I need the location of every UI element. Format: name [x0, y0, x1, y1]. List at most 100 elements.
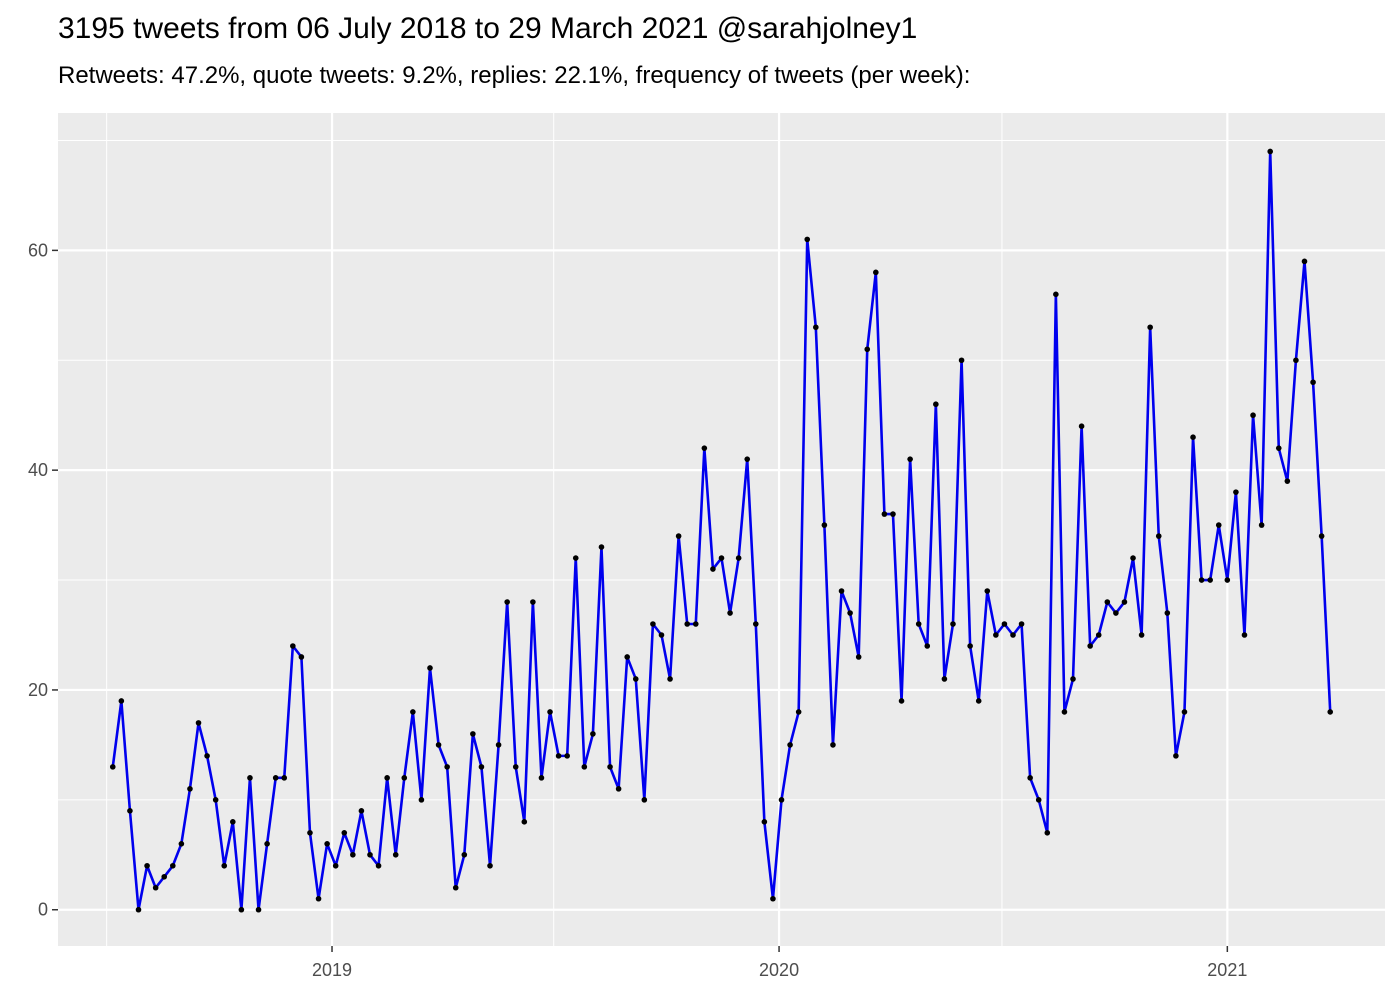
data-point — [470, 731, 476, 737]
data-point — [581, 764, 588, 770]
tweet-frequency-series — [109, 148, 1334, 913]
data-point — [967, 643, 973, 649]
data-point — [212, 797, 219, 803]
data-point — [1293, 357, 1299, 364]
data-point — [230, 819, 236, 825]
data-point — [1061, 709, 1068, 715]
data-point — [915, 621, 922, 627]
data-point — [1275, 445, 1282, 451]
data-point — [247, 775, 253, 781]
data-point — [1181, 709, 1188, 715]
y-tick-label: 40 — [28, 460, 48, 480]
data-point — [281, 775, 288, 781]
data-point — [795, 709, 802, 715]
data-point — [1164, 610, 1171, 616]
data-point — [307, 830, 313, 836]
data-point — [1258, 522, 1265, 528]
y-tick-label: 0 — [38, 900, 48, 920]
data-point — [350, 851, 356, 858]
data-point — [590, 731, 596, 737]
data-point — [1173, 753, 1179, 759]
data-point — [1155, 533, 1162, 539]
data-point — [1001, 621, 1008, 627]
data-point — [1078, 423, 1085, 430]
data-point — [821, 522, 828, 528]
data-point — [187, 786, 193, 792]
data-point — [864, 346, 871, 353]
data-point — [1147, 324, 1153, 331]
data-point — [367, 851, 373, 858]
data-point — [735, 555, 742, 561]
data-point — [624, 654, 630, 660]
data-point — [1087, 643, 1093, 649]
data-point — [958, 357, 965, 364]
data-point — [924, 643, 931, 649]
data-point — [1190, 434, 1196, 440]
major-gridlines — [58, 113, 1385, 946]
data-point — [1095, 632, 1102, 638]
data-point — [761, 819, 768, 825]
data-point — [572, 555, 579, 561]
x-axis: 2019 2020 2021 — [312, 946, 1247, 980]
data-point — [838, 588, 845, 594]
data-point — [170, 862, 176, 869]
data-point — [161, 873, 168, 880]
data-point — [135, 906, 142, 913]
data-point — [530, 599, 536, 605]
data-point — [384, 775, 390, 781]
data-point — [118, 698, 125, 704]
data-point — [787, 742, 793, 748]
data-point — [1241, 632, 1248, 638]
data-point — [461, 851, 468, 858]
x-tick-label: 2021 — [1207, 960, 1247, 980]
data-point — [847, 610, 853, 616]
data-point — [221, 862, 228, 869]
data-point — [478, 764, 485, 770]
data-point — [401, 775, 408, 781]
data-point — [1267, 148, 1273, 155]
data-point — [1070, 676, 1076, 682]
data-point — [418, 797, 425, 803]
data-point — [684, 621, 691, 627]
chart-subtitle: Retweets: 47.2%, quote tweets: 9.2%, rep… — [58, 62, 971, 89]
data-point — [778, 797, 785, 803]
data-point — [984, 588, 991, 594]
minor-gridlines — [58, 113, 1385, 946]
data-point — [1250, 412, 1256, 419]
plot-panel — [58, 113, 1385, 946]
data-point — [127, 808, 133, 814]
data-point — [1284, 478, 1291, 484]
data-point — [667, 676, 673, 682]
data-point — [615, 786, 622, 792]
data-point — [255, 906, 262, 913]
data-point — [452, 884, 459, 891]
data-point — [941, 676, 948, 682]
data-point — [1318, 533, 1325, 539]
data-point — [392, 851, 399, 858]
data-point — [692, 621, 699, 627]
x-tick-label: 2020 — [759, 960, 799, 980]
data-point — [933, 401, 939, 408]
data-point — [178, 841, 185, 847]
data-point — [632, 676, 639, 682]
data-point — [650, 621, 656, 627]
data-point — [109, 764, 116, 770]
data-point — [375, 862, 382, 869]
data-point — [358, 808, 365, 814]
data-point — [1104, 599, 1111, 605]
data-point — [1215, 522, 1222, 528]
data-point — [332, 862, 339, 869]
data-point — [547, 709, 553, 715]
data-point — [898, 698, 905, 704]
data-point — [770, 895, 776, 902]
data-point — [675, 533, 682, 539]
data-point — [1310, 379, 1316, 386]
y-tick-label: 20 — [28, 680, 48, 700]
data-point — [1053, 291, 1059, 298]
data-point — [855, 654, 862, 660]
data-point — [1044, 830, 1051, 836]
data-point — [272, 775, 279, 781]
data-point — [427, 665, 433, 671]
data-point — [701, 445, 708, 451]
